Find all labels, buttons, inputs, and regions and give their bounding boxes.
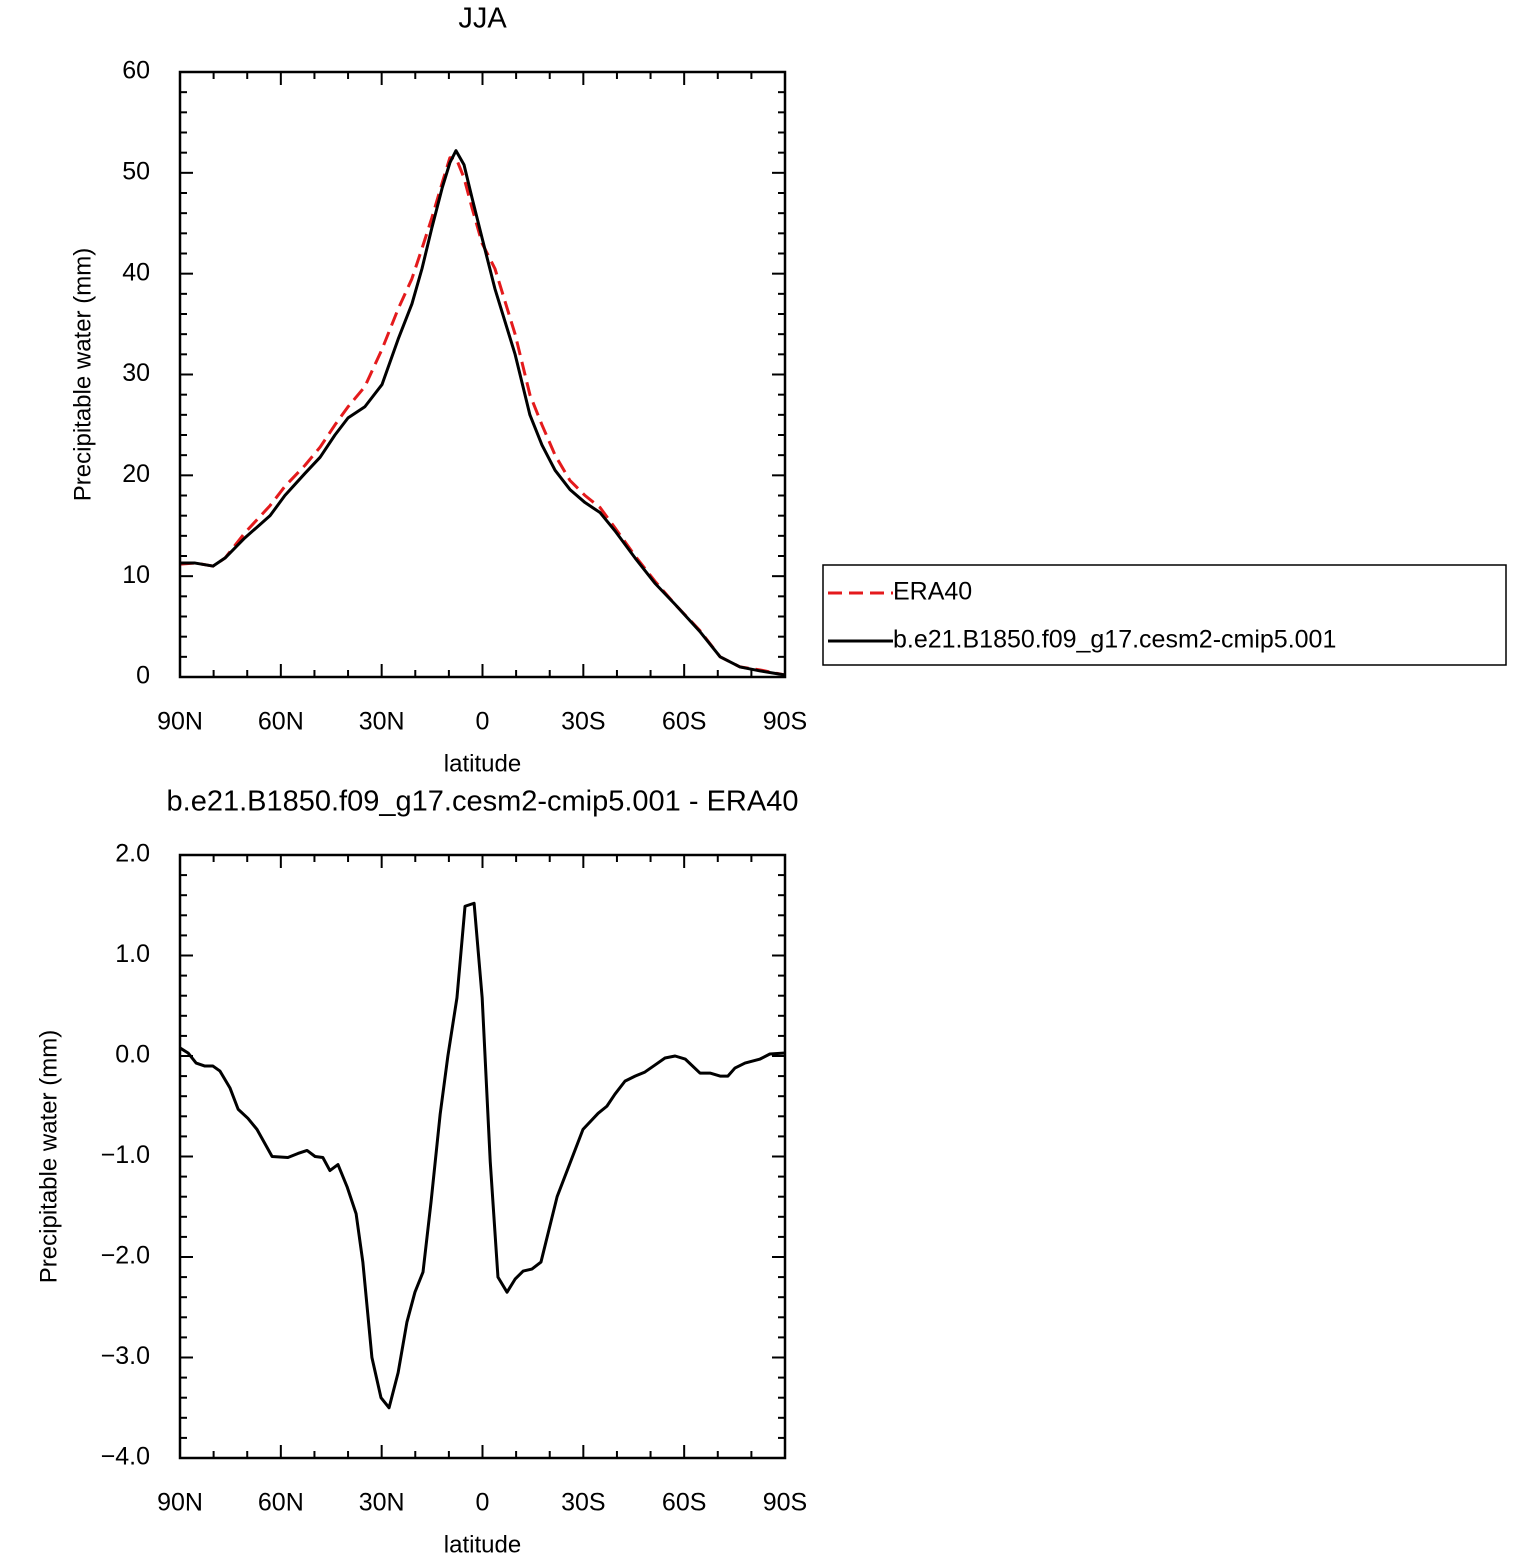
- y-axis-label: Precipitable water (mm): [35, 1030, 62, 1283]
- x-tick-label: 30N: [359, 708, 405, 736]
- x-tick-label: 90S: [763, 708, 807, 736]
- y-tick-label: 1.0: [115, 940, 150, 968]
- data-line: [179, 901, 786, 1410]
- x-tick-label: 30S: [561, 708, 605, 736]
- y-tick-label: −3.0: [101, 1342, 150, 1370]
- x-tick-label: 0: [476, 1489, 490, 1517]
- y-tick-label: 50: [122, 157, 150, 185]
- legend-label: b.e21.B1850.f09_g17.cesm2-cmip5.001: [893, 626, 1336, 654]
- y-tick-label: 30: [122, 359, 150, 387]
- x-tick-label: 90S: [763, 1489, 807, 1517]
- y-tick-label: 40: [122, 258, 150, 286]
- y-tick-label: −2.0: [101, 1242, 150, 1270]
- data-line: [179, 156, 786, 677]
- legend-label: ERA40: [893, 578, 972, 606]
- data-line: [180, 149, 786, 677]
- plot-frame: [178, 853, 787, 1460]
- y-tick-label: −1.0: [101, 1141, 150, 1169]
- x-axis-label: latitude: [444, 1531, 521, 1558]
- x-tick-label: 60S: [662, 708, 706, 736]
- y-tick-label: 0: [136, 662, 150, 690]
- y-tick-label: 2.0: [115, 840, 150, 868]
- plot-frame: [178, 70, 787, 679]
- y-axis-label: Precipitable water (mm): [69, 248, 96, 501]
- x-tick-label: 30N: [359, 1489, 405, 1517]
- legend-box: [822, 564, 1507, 666]
- x-tick-label: 60N: [258, 708, 304, 736]
- y-tick-label: 0.0: [115, 1041, 150, 1069]
- y-tick-label: 20: [122, 460, 150, 488]
- x-tick-label: 90N: [157, 1489, 203, 1517]
- x-tick-label: 60N: [258, 1489, 304, 1517]
- chart-title: JJA: [458, 3, 507, 35]
- chart-title: b.e21.B1850.f09_g17.cesm2-cmip5.001 - ER…: [167, 786, 799, 818]
- panel: JJA latitude Precipitable water (mm) 90N 60N…: [69, 3, 1507, 777]
- x-tick-label: 90N: [157, 708, 203, 736]
- x-axis-label: latitude: [444, 750, 521, 777]
- legend: ERA40 b.e21.B1850.f09_g17.cesm2-cmip5.001: [822, 564, 1507, 666]
- panel: b.e21.B1850.f09_g17.cesm2-cmip5.001 - ER…: [35, 786, 807, 1559]
- y-tick-label: 10: [122, 561, 150, 589]
- x-tick-label: 30S: [561, 1489, 605, 1517]
- x-tick-label: 0: [476, 708, 490, 736]
- y-tick-label: 60: [122, 57, 150, 85]
- y-tick-label: −4.0: [101, 1443, 150, 1471]
- x-tick-label: 60S: [662, 1489, 706, 1517]
